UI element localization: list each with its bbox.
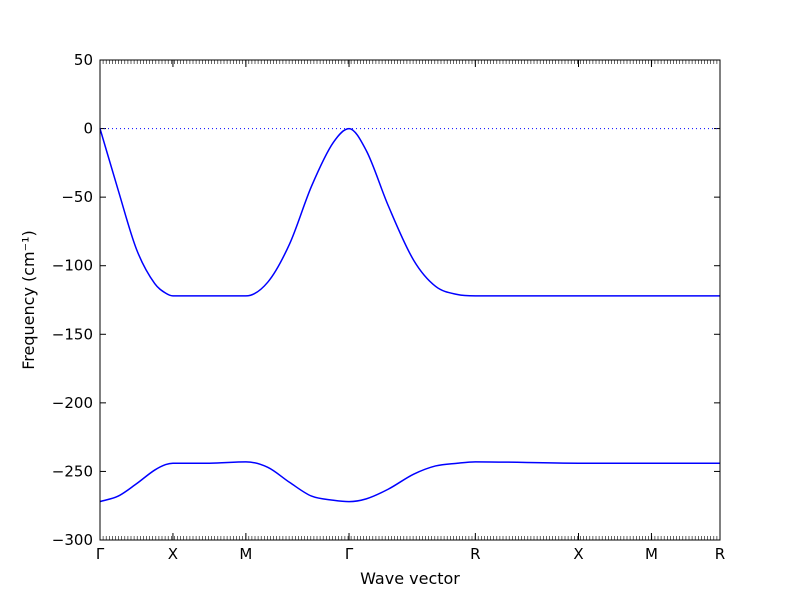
y-tick-label: −250 [52,462,93,480]
y-tick-label: 50 [74,51,93,69]
y-axis-label: Frequency (cm⁻¹) [19,230,38,369]
x-tick-label: R [715,545,725,563]
series-line-1 [99,127,720,297]
y-tick-label-group: 50 0 −50 −100 −150 −200 −250 −300 [52,51,93,549]
series-layer [99,127,720,503]
x-tick-label: X [573,545,583,563]
x-tick-label: Γ [345,545,354,563]
y-tick-label: −100 [52,257,93,275]
x-axis-label: Wave vector [360,569,460,588]
y-tick-label: −50 [61,188,93,206]
y-tick-label: −300 [52,531,93,549]
series-line-2 [99,461,720,503]
y-tick-label: −150 [52,325,93,343]
x-tick-label: M [239,545,252,563]
plot-frame [99,59,721,541]
y-tick-label: −200 [52,394,93,412]
y-tick-label: 0 [83,120,93,138]
x-tick-label: X [168,545,178,563]
x-tick-label: R [470,545,480,563]
x-tick-label: M [645,545,658,563]
x-tick-label: Γ [96,545,105,563]
